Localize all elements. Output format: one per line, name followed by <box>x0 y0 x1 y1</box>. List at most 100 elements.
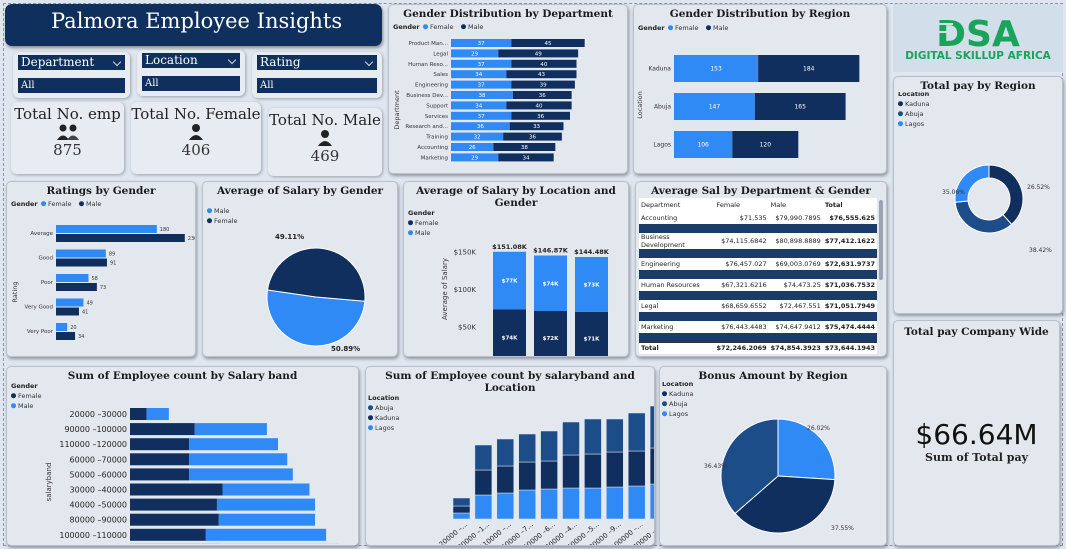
bar-segment-kaduna <box>649 447 654 485</box>
table-cell: Department <box>641 201 681 209</box>
legend-label: Female <box>430 23 454 31</box>
bar-female <box>451 101 507 110</box>
pie-slice <box>266 289 366 347</box>
location-slicer-value[interactable]: All <box>142 76 240 91</box>
bar-male <box>194 423 267 436</box>
bar-segment-lagos <box>627 485 646 520</box>
bar-segment-lagos <box>540 488 558 520</box>
bar-male <box>205 528 327 541</box>
legend-title: Gender <box>11 382 38 390</box>
kpi-label: Total No. emp <box>14 105 121 123</box>
table-cell: $73,644.1943 <box>822 341 877 353</box>
bar-data-label: 43 <box>538 72 545 78</box>
category-label: 50000 –60000 <box>70 470 127 479</box>
bar-data-label: 91 <box>110 261 116 267</box>
bar-male <box>509 122 564 131</box>
table-cell: $71,036.7532 <box>824 281 875 289</box>
bar-data-label: 36 <box>477 124 484 130</box>
bar-segment-abuja <box>562 421 580 456</box>
bar-male <box>189 438 278 451</box>
pie-data-label: 26.52% <box>1027 184 1050 191</box>
bar-female <box>56 323 68 331</box>
y-tick-label: $100K <box>454 286 477 294</box>
bar-female <box>130 528 206 541</box>
table-row-spacer <box>639 270 877 279</box>
pie-slice <box>988 164 1024 226</box>
card-pay-region: Total pay by Region Location Kaduna Abuja L… <box>893 76 1063 314</box>
chart-title: Bonus Amount by Region <box>698 370 848 382</box>
bar-male <box>512 91 572 99</box>
bar-segment-abuja <box>496 438 515 467</box>
legend-marker <box>662 401 667 407</box>
table-cell: $69,003.0769 <box>775 260 821 268</box>
category-label: Accounting <box>417 145 448 151</box>
card-ratings-gender: Ratings by Gender Gender Female Male Rating… <box>6 181 196 357</box>
bar-male <box>511 111 570 120</box>
table-row: Engineering $76,457.027 $69,003.0769 $72,63… <box>639 258 877 270</box>
table-cell: $72,246.2069 <box>714 341 769 353</box>
chart-title: Sum of Employee count by salaryband and … <box>385 370 635 394</box>
legend-label: Kaduna <box>375 414 399 422</box>
legend-title: Gender <box>393 23 420 31</box>
category-label: Research and... <box>405 124 448 130</box>
legend-marker <box>423 24 428 30</box>
bar-data-label: 40 <box>536 103 543 109</box>
location-slicer[interactable]: Location All <box>137 50 245 96</box>
department-slicer[interactable]: Department All <box>13 52 130 98</box>
legend-title: Gender <box>638 24 665 32</box>
two-people-icon <box>56 124 79 140</box>
bar-data-label: 37 <box>478 62 485 68</box>
bar-female <box>56 249 106 258</box>
table-cell: $76,443.4483 <box>721 323 767 331</box>
pie-data-label: 38.42% <box>1029 247 1052 254</box>
category-label: Training <box>425 135 448 141</box>
category-label: Kaduna <box>648 66 671 73</box>
department-slicer-value[interactable]: All <box>18 78 125 93</box>
brand-name: DIGITAL SKILLUP AFRICA <box>905 50 1051 62</box>
table-scrollbar[interactable] <box>879 200 883 280</box>
bar-female <box>493 309 526 356</box>
bar-segment-abuja <box>518 433 536 463</box>
bar-male <box>56 258 107 267</box>
bar-male <box>503 132 562 141</box>
kpi-total-male: Total No. Male 469 <box>268 108 382 176</box>
bar-male <box>575 257 608 312</box>
kpi-value: 406 <box>181 141 211 159</box>
axis-label-y: Rating <box>11 282 19 303</box>
legend-marker <box>668 25 673 31</box>
total-pay-value: $66.64M <box>915 418 1038 451</box>
bar-data-label: 29 <box>471 51 478 57</box>
legend-title: Gender <box>408 209 435 217</box>
bar-segment-lagos <box>649 483 654 520</box>
rating-slicer[interactable]: Rating All <box>252 52 382 98</box>
bar-male <box>56 332 76 340</box>
table-cell: $79,990.7895 <box>775 214 821 222</box>
bar-male <box>189 453 288 466</box>
bar-segment-kaduna <box>606 451 624 488</box>
rating-slicer-label: Rating <box>257 55 377 70</box>
legend-label: Lagos <box>669 410 689 418</box>
card-gender-dept: Gender Distribution by Department Gender… <box>388 4 628 174</box>
category-label: Average <box>30 231 53 237</box>
bar-data-label: 34 <box>475 72 482 78</box>
salary-table-container[interactable]: Department Female Male Total Accounting $71,5… <box>639 198 877 354</box>
bar-data-label: 153 <box>710 66 722 73</box>
table-cell: $67,321.6216 <box>721 281 767 289</box>
bar-data-label: 39 <box>540 83 547 89</box>
bar-data-label: 34 <box>522 155 529 161</box>
bar-female <box>56 274 89 282</box>
category-label: 110000 –120000 <box>59 440 127 449</box>
bar-data-label: 45 <box>544 41 551 47</box>
legend-label: Male <box>415 229 430 237</box>
card-gender-region: Gender Distribution by Region Gender Fema… <box>633 4 887 174</box>
bar-segment-kaduna <box>562 454 580 489</box>
legend-label: Male <box>713 24 728 32</box>
pie-slice <box>266 247 366 302</box>
bar-female <box>130 498 217 511</box>
rating-slicer-value[interactable]: All <box>257 78 377 93</box>
legend-marker <box>706 25 711 31</box>
legend-title: Location <box>898 92 930 98</box>
legend-label: Abuja <box>375 404 393 412</box>
bar-female <box>130 483 223 496</box>
